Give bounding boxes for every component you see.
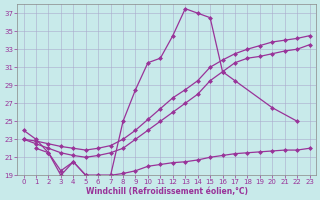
X-axis label: Windchill (Refroidissement éolien,°C): Windchill (Refroidissement éolien,°C) [85, 187, 248, 196]
